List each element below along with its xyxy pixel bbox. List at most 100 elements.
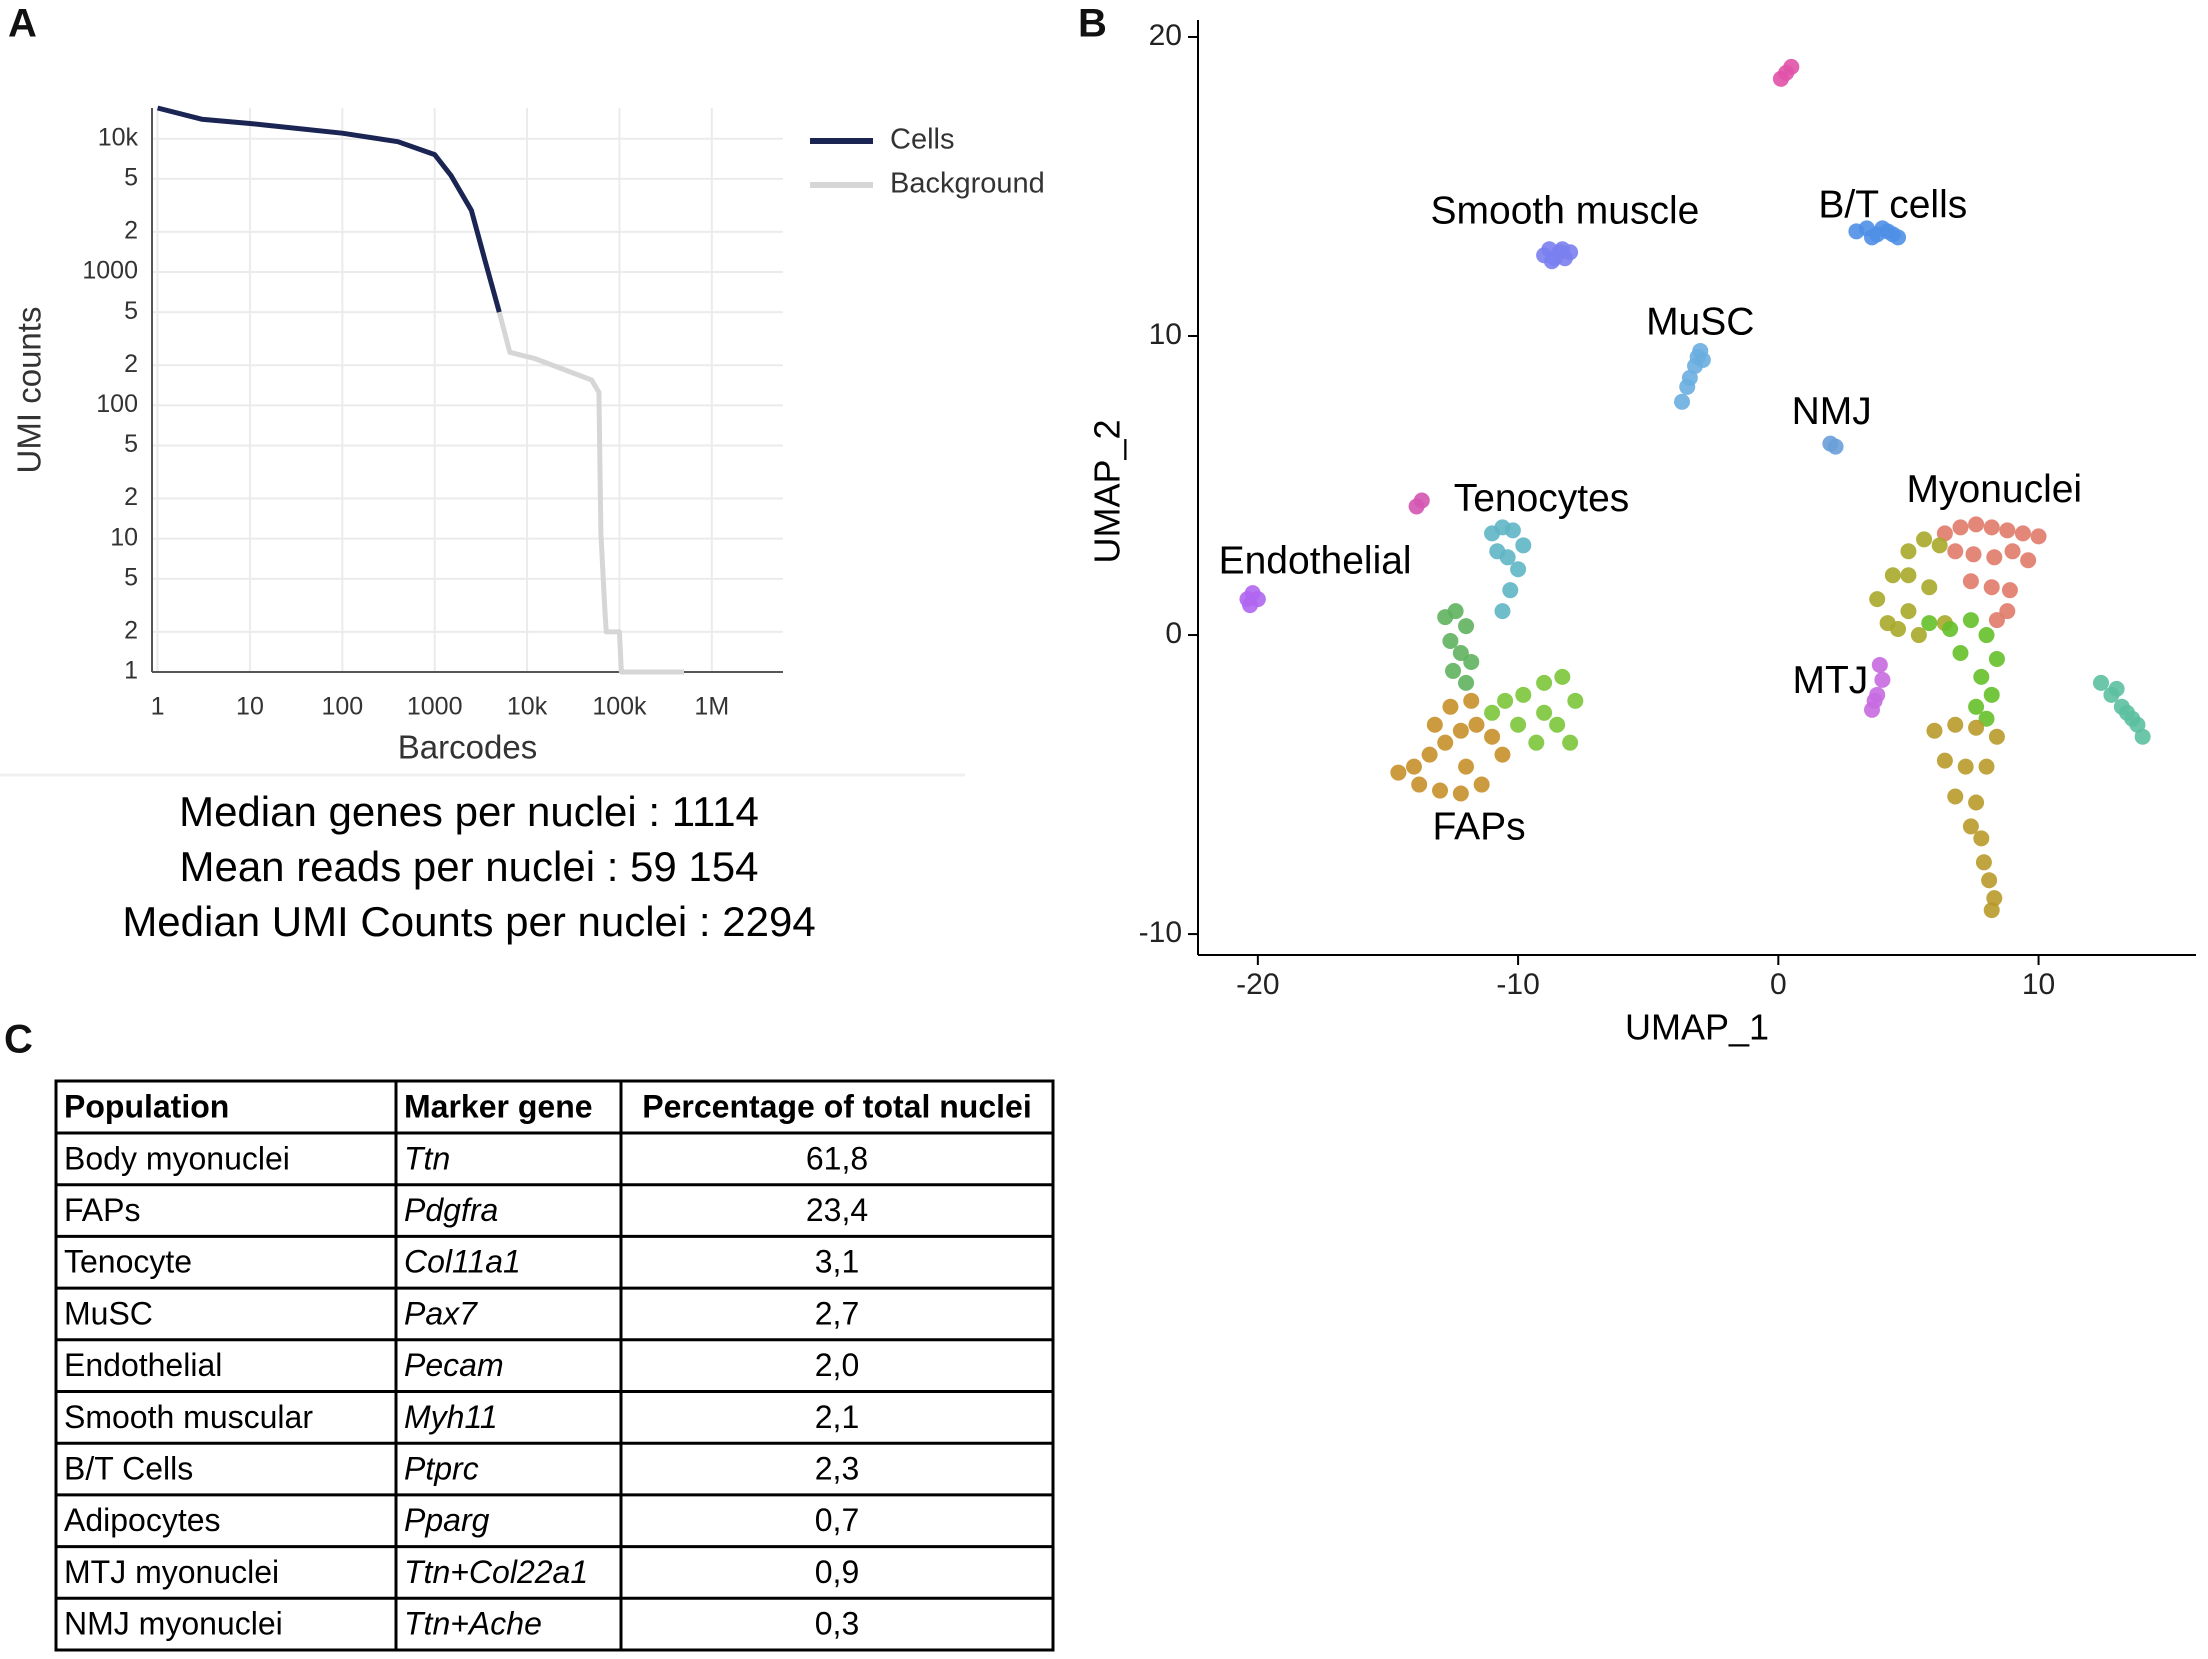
table-cell: Ptprc bbox=[404, 1451, 479, 1487]
point bbox=[1978, 710, 1995, 727]
y-tick-label: -10 bbox=[1139, 916, 1182, 949]
point bbox=[1988, 612, 2005, 629]
table-border bbox=[54, 1079, 1055, 1652]
x-tick-label: 100k bbox=[592, 693, 647, 721]
point bbox=[1504, 522, 1521, 539]
table-cell: Ttn+Ache bbox=[404, 1606, 542, 1642]
point bbox=[1921, 579, 1938, 596]
point bbox=[1968, 719, 1985, 736]
point bbox=[1952, 519, 1969, 536]
point bbox=[1421, 746, 1438, 763]
point bbox=[1411, 776, 1428, 793]
point bbox=[1515, 686, 1532, 703]
point bbox=[1549, 716, 1566, 733]
point bbox=[2108, 680, 2125, 697]
table-cell: MuSC bbox=[64, 1295, 153, 1331]
y-tick-label: 100 bbox=[96, 390, 138, 418]
point bbox=[1973, 668, 1990, 685]
point bbox=[1463, 653, 1480, 670]
point bbox=[1489, 543, 1506, 560]
point bbox=[1681, 369, 1698, 386]
point bbox=[1463, 692, 1480, 709]
x-tick-label: -10 bbox=[1496, 968, 1539, 1001]
point bbox=[1921, 615, 1938, 632]
point bbox=[1968, 698, 1985, 715]
point bbox=[1510, 716, 1527, 733]
point bbox=[1494, 603, 1511, 620]
point bbox=[1999, 522, 2016, 539]
point bbox=[1515, 537, 1532, 554]
table-cell: Pax7 bbox=[404, 1295, 478, 1331]
table-cell: Pecam bbox=[404, 1347, 504, 1383]
annotation: B/T cells bbox=[1818, 184, 1967, 227]
table-cell: Endothelial bbox=[64, 1347, 222, 1383]
point bbox=[1442, 633, 1459, 650]
table-cell: 61,8 bbox=[806, 1140, 868, 1176]
table-cell: Population bbox=[64, 1088, 229, 1124]
point bbox=[1426, 716, 1443, 733]
point bbox=[1484, 728, 1501, 745]
point bbox=[1926, 722, 1943, 739]
point bbox=[1484, 704, 1501, 721]
point bbox=[1999, 603, 2016, 620]
annotation: MuSC bbox=[1646, 300, 1754, 343]
point bbox=[1864, 229, 1881, 246]
point bbox=[1242, 597, 1259, 614]
table-cell: 2,7 bbox=[815, 1295, 859, 1331]
point bbox=[2093, 674, 2110, 691]
point bbox=[1900, 567, 1917, 584]
point bbox=[1975, 854, 1992, 871]
annotation: FAPs bbox=[1432, 806, 1525, 849]
point bbox=[1947, 788, 1964, 805]
x-axis-title: Barcodes bbox=[398, 729, 537, 766]
point bbox=[1468, 716, 1485, 733]
y-tick-label: 20 bbox=[1149, 19, 1182, 52]
point bbox=[1674, 393, 1691, 410]
legend-label: Cells bbox=[890, 124, 954, 156]
point bbox=[1884, 226, 1901, 243]
stat-line: Mean reads per nuclei : 59 154 bbox=[179, 843, 758, 890]
point bbox=[1827, 438, 1844, 455]
x-tick-label: 1000 bbox=[407, 693, 463, 721]
point bbox=[1442, 698, 1459, 715]
point bbox=[1983, 686, 2000, 703]
point bbox=[1983, 519, 2000, 536]
y-tick-label: 10k bbox=[98, 123, 139, 151]
annotation: Myonuclei bbox=[1907, 468, 2083, 511]
point bbox=[1390, 764, 1407, 781]
table-cell: 2,1 bbox=[815, 1399, 859, 1435]
table-cell: 23,4 bbox=[806, 1192, 868, 1228]
table-cell: 2,3 bbox=[815, 1451, 859, 1487]
point bbox=[1936, 752, 1953, 769]
x-axis-title: UMAP_1 bbox=[1625, 1007, 1769, 1048]
panel-label: C bbox=[4, 1018, 33, 1062]
point bbox=[1447, 603, 1464, 620]
point bbox=[1510, 561, 1527, 578]
point bbox=[1458, 618, 1475, 635]
panel-label: A bbox=[8, 2, 37, 46]
panel-label: B bbox=[1078, 2, 1107, 46]
point bbox=[2004, 543, 2021, 560]
point bbox=[1452, 644, 1469, 661]
table-cell: FAPs bbox=[64, 1192, 140, 1228]
point bbox=[1916, 531, 1933, 548]
y-tick-label: 10 bbox=[110, 523, 138, 551]
stat-line: Median genes per nuclei : 1114 bbox=[179, 788, 759, 835]
point bbox=[1432, 782, 1449, 799]
table-cell: 0,7 bbox=[815, 1502, 859, 1538]
table-cell: Smooth muscular bbox=[64, 1399, 313, 1435]
annotation: MTJ bbox=[1792, 659, 1868, 702]
point bbox=[1978, 758, 1995, 775]
table-cell: Ttn bbox=[404, 1140, 450, 1176]
x-tick-label: -20 bbox=[1236, 968, 1279, 1001]
point bbox=[1936, 525, 1953, 542]
point bbox=[1452, 785, 1469, 802]
table-cell: Body myonuclei bbox=[64, 1140, 290, 1176]
point bbox=[1494, 746, 1511, 763]
point bbox=[1445, 662, 1462, 679]
point bbox=[1962, 818, 1979, 835]
table-cell: NMJ myonuclei bbox=[64, 1606, 283, 1642]
y-tick-label: 2 bbox=[124, 483, 138, 511]
table-cell: 3,1 bbox=[815, 1244, 859, 1280]
